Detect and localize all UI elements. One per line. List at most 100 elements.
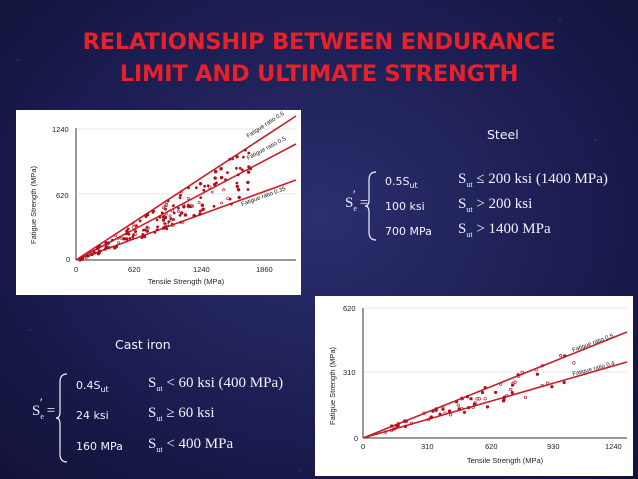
x-tick-label: 0 [361, 442, 365, 451]
data-point [187, 186, 191, 190]
cast-iron-case-value: 160 MPa [76, 440, 123, 453]
data-point [140, 236, 144, 240]
data-point [106, 241, 110, 245]
data-point [225, 171, 229, 175]
data-point [183, 213, 188, 217]
data-point [199, 196, 203, 200]
data-point [208, 185, 212, 190]
data-point [164, 207, 167, 211]
data-point [179, 190, 183, 194]
data-point [145, 225, 149, 229]
data-point [389, 428, 393, 433]
data-point [162, 226, 166, 230]
y-tick-label: 0 [66, 255, 70, 264]
data-point [200, 203, 205, 207]
data-point [177, 210, 180, 213]
data-point [163, 215, 168, 220]
data-point [98, 244, 102, 248]
data-point [178, 196, 182, 200]
steel-label: Steel [487, 127, 519, 142]
steel-case-value: 700 MPa [385, 225, 432, 238]
steel-case-condition: Sut > 1400 MPa [458, 221, 551, 239]
cast-iron-case-value: 0.4Sut [76, 379, 109, 395]
data-point [84, 256, 88, 260]
data-point [483, 397, 487, 401]
data-point [202, 188, 206, 192]
data-point [228, 157, 232, 161]
data-point [550, 385, 554, 389]
data-point [403, 419, 408, 423]
fatigue-ratio-line [75, 115, 297, 261]
data-point [469, 397, 473, 401]
data-point [535, 372, 539, 376]
data-point [114, 234, 118, 238]
data-point [540, 364, 544, 368]
data-point [155, 218, 159, 222]
data-point [203, 184, 207, 188]
data-point [104, 245, 109, 249]
data-point [454, 400, 459, 404]
data-point [431, 409, 435, 413]
data-point [475, 397, 479, 401]
data-point [222, 188, 226, 192]
data-point [243, 148, 247, 152]
steel-case-value: 100 ksi [385, 200, 425, 213]
data-point [198, 209, 202, 213]
data-point [523, 395, 528, 399]
data-point [383, 430, 388, 434]
data-point [410, 421, 414, 425]
data-point [471, 405, 475, 409]
data-point [168, 214, 172, 218]
data-point [237, 195, 241, 200]
data-point [465, 395, 469, 399]
data-point [145, 229, 149, 233]
data-point [198, 181, 203, 186]
data-point [511, 383, 515, 387]
data-point [176, 206, 180, 210]
data-point [170, 222, 174, 226]
data-point [113, 246, 117, 250]
data-point [197, 201, 201, 204]
data-point [172, 218, 175, 221]
data-point [179, 220, 183, 224]
line-label: Fatigue ratio 0.5 [572, 333, 615, 354]
brace-icon [364, 171, 377, 241]
data-point [138, 219, 142, 223]
data-point [127, 232, 131, 236]
data-point [447, 409, 452, 413]
x-tick-label: 1240 [193, 265, 210, 274]
data-point [111, 238, 114, 242]
data-point [160, 211, 164, 215]
data-point [210, 190, 214, 194]
data-point [126, 227, 130, 231]
data-point [236, 173, 240, 177]
y-axis-label: Fatigue Strength (MPa) [29, 166, 38, 244]
data-point [499, 382, 503, 386]
data-point [170, 208, 174, 213]
data-point [172, 211, 176, 215]
data-point [142, 234, 147, 239]
data-point [135, 224, 138, 228]
x-tick-label: 930 [547, 442, 560, 451]
data-point [460, 396, 464, 400]
data-point [122, 237, 126, 241]
data-point [494, 390, 498, 394]
data-point [165, 200, 169, 204]
data-point [144, 215, 148, 219]
data-point [131, 223, 135, 226]
data-point [198, 212, 202, 216]
data-point [457, 407, 461, 411]
data-point [231, 157, 234, 161]
data-point [132, 225, 136, 230]
data-point [194, 186, 198, 190]
data-point [534, 368, 538, 372]
data-point [422, 411, 426, 415]
y-axis-label: Fatigue Strength (MPa) [328, 347, 337, 425]
data-point [186, 203, 190, 207]
data-point [180, 211, 184, 215]
x-tick-label: 1240 [605, 442, 622, 451]
data-point [224, 178, 227, 182]
data-point [133, 228, 137, 232]
data-point [572, 361, 576, 365]
data-point [247, 165, 251, 169]
